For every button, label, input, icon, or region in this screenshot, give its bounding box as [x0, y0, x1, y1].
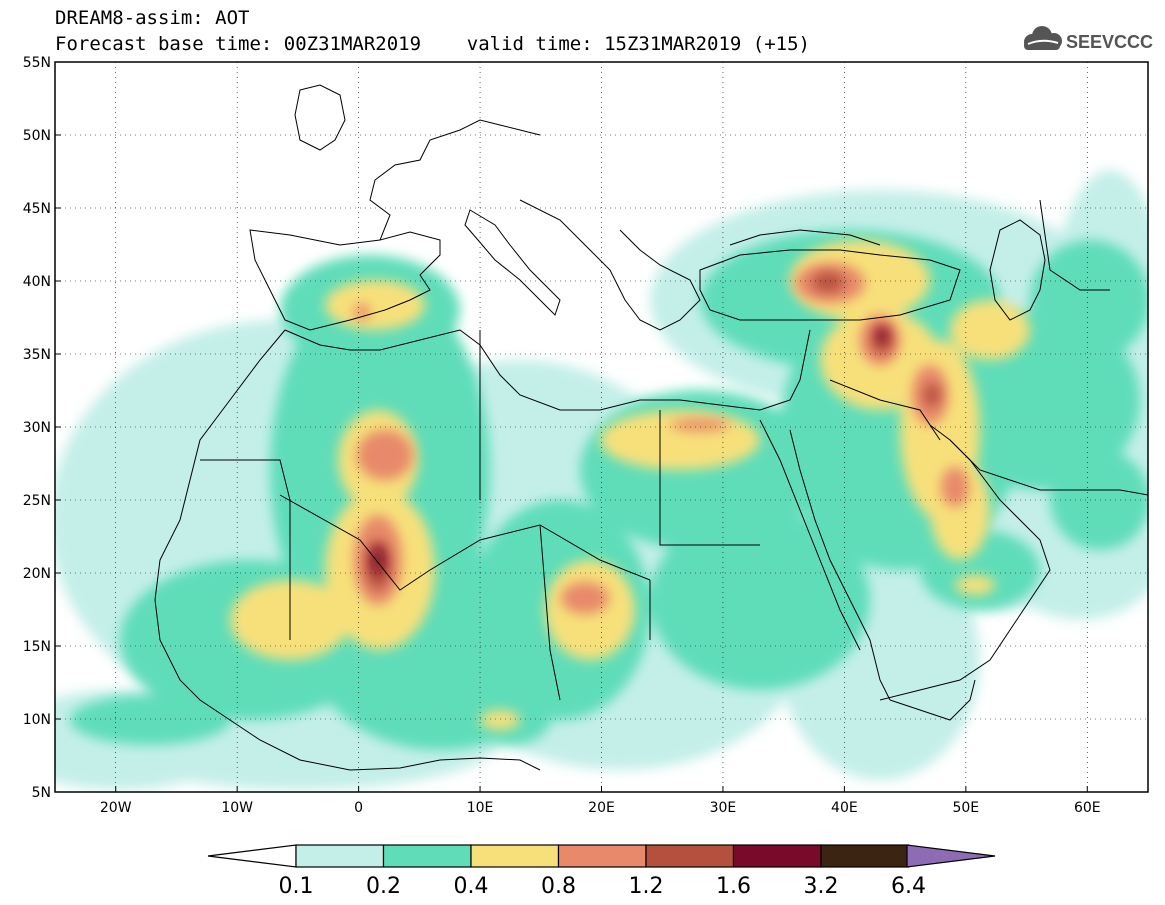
graticule [55, 61, 1148, 793]
lat-label: 5N [32, 785, 51, 801]
lat-label: 15N [23, 639, 51, 655]
lat-label: 45N [23, 201, 51, 217]
colorbar-label: 1.2 [629, 874, 664, 899]
colorbar-label: 0.4 [454, 874, 489, 899]
lon-label: 20E [588, 800, 615, 816]
colorbar-box [557, 844, 647, 868]
colorbar-label: 0.8 [541, 874, 576, 899]
colorbar-label: 3.2 [804, 874, 839, 899]
lat-label: 10N [23, 712, 51, 728]
lon-label: 20W [100, 800, 132, 816]
colorbar-label: 0.1 [279, 874, 314, 899]
lon-label: 10W [221, 800, 253, 816]
colorbar-label: 6.4 [891, 874, 926, 899]
logo-text: SEEVCCC [1066, 32, 1153, 52]
forecast-time-subtitle: Forecast base time: 00Z31MAR2019 valid t… [55, 33, 810, 55]
lat-label: 50N [23, 128, 51, 144]
map-title: DREAM8-assim: AOT [55, 7, 250, 29]
lon-label: 50E [952, 800, 979, 816]
colorbar-box [295, 844, 385, 868]
lat-label: 20N [23, 566, 51, 582]
colorbar-label: 0.2 [366, 874, 401, 899]
colorbar-box [470, 844, 560, 868]
colorbar-box [732, 844, 822, 868]
lon-label: 30E [710, 800, 737, 816]
lon-label: 60E [1074, 800, 1101, 816]
colorbar-box [645, 844, 735, 868]
colorbar-label: 1.6 [716, 874, 751, 899]
lon-label: 0 [354, 800, 363, 816]
colorbar-box [820, 844, 910, 868]
lat-label: 55N [23, 55, 51, 71]
seevccc-logo: SEEVCCC [1024, 26, 1153, 52]
colorbar-labels: 0.1 0.2 0.4 0.8 1.2 1.6 3.2 6.4 [279, 874, 927, 899]
longitude-labels: 20W 10W 0 10E 20E 30E 40E 50E 60E [100, 800, 1101, 816]
latitude-labels: 55N 50N 45N 40N 35N 30N 25N 20N 15N 10N 5N [23, 55, 51, 801]
lat-label: 30N [23, 420, 51, 436]
coastlines [154, 84, 1148, 771]
lat-label: 35N [23, 347, 51, 363]
colorbar-under-triangle [207, 844, 297, 868]
lat-label: 25N [23, 493, 51, 509]
colorbar-boxes [295, 844, 910, 868]
colorbar-box [382, 844, 472, 868]
colorbar-over-triangle [906, 844, 996, 868]
lat-label: 40N [23, 274, 51, 290]
lon-label: 10E [467, 800, 494, 816]
lon-label: 40E [831, 800, 858, 816]
